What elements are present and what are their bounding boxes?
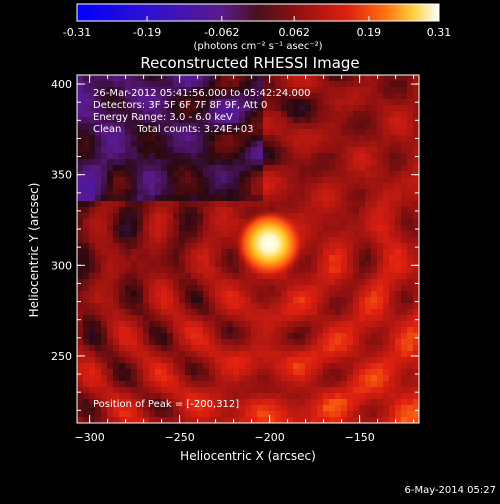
y-tick-label: 400 xyxy=(51,78,72,91)
annotation-peak-position: Position of Peak = [-200,312] xyxy=(93,399,239,410)
colorbar xyxy=(76,3,440,22)
y-axis-label: Heliocentric Y (arcsec) xyxy=(27,183,41,318)
plot-frame xyxy=(76,74,420,424)
y-tick-label: 250 xyxy=(51,350,72,363)
colorbar-unit-label: (photons cm⁻² s⁻¹ asec⁻²) xyxy=(193,41,322,52)
colorbar-tick-label: -0.062 xyxy=(204,26,239,39)
chart-title: Reconstructed RHESSI Image xyxy=(140,54,359,72)
x-axis-label: Heliocentric X (arcsec) xyxy=(180,449,316,463)
y-axis: 250 300 350 400 xyxy=(51,78,419,411)
x-tick-label: −250 xyxy=(164,431,194,444)
colorbar-ticks: -0.31 -0.19 -0.062 0.062 0.19 0.31 xyxy=(63,16,451,39)
heatmap xyxy=(77,75,419,423)
x-axis: −300 −250 −200 −150 xyxy=(74,75,415,444)
annotation-clean-counts: Clean Total counts: 3.24E+03 xyxy=(93,124,253,135)
y-tick-label: 300 xyxy=(51,259,72,272)
colorbar-tick-label: 0.062 xyxy=(278,26,310,39)
colorbar-tick-label: -0.31 xyxy=(63,26,91,39)
footer-timestamp: 6-May-2014 05:27 xyxy=(404,485,496,496)
y-tick-label: 350 xyxy=(51,169,72,182)
annotation-energy-range: Energy Range: 3.0 - 6.0 keV xyxy=(93,112,233,123)
annotation-detectors: Detectors: 3F 5F 6F 7F 8F 9F, Att 0 xyxy=(93,100,267,111)
x-tick-label: −150 xyxy=(344,431,374,444)
x-tick-label: −300 xyxy=(74,431,104,444)
peak-source xyxy=(235,209,304,278)
colorbar-tick-label: 0.31 xyxy=(427,26,452,39)
x-tick-label: −200 xyxy=(254,431,284,444)
annotation-time-range: 26-Mar-2012 05:41:56.000 to 05:42:24.000 xyxy=(93,88,311,99)
colorbar-tick-label: 0.19 xyxy=(357,26,382,39)
colorbar-tick-label: -0.19 xyxy=(133,26,161,39)
